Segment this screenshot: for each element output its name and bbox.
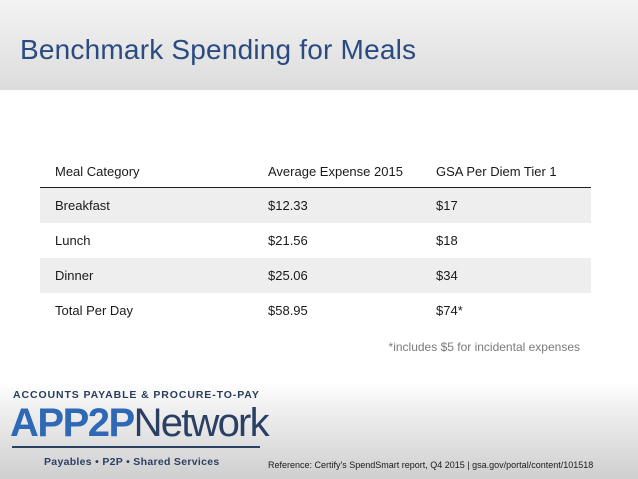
- slide-title: Benchmark Spending for Meals: [20, 34, 417, 65]
- cell-category: Breakfast: [55, 198, 110, 213]
- cell-gsa: $34: [436, 268, 458, 283]
- footer-band: [0, 383, 638, 479]
- cell-gsa: $17: [436, 198, 458, 213]
- cell-average: $12.33: [268, 198, 308, 213]
- header-meal-category: Meal Category: [55, 163, 140, 179]
- title-bar: Benchmark Spending for Meals: [0, 0, 638, 90]
- header-gsa-per-diem: GSA Per Diem Tier 1: [436, 163, 557, 179]
- reference-text: Reference: Certify's SpendSmart report, …: [268, 460, 594, 470]
- table-row: Breakfast $12.33 $17: [40, 188, 591, 223]
- cell-gsa: $18: [436, 233, 458, 248]
- footnote: *includes $5 for incidental expenses: [388, 340, 580, 354]
- logo-brand-part1: APP2P: [10, 401, 135, 445]
- cell-average: $25.06: [268, 268, 308, 283]
- header-average-expense: Average Expense 2015: [268, 163, 403, 179]
- logo-tagline: Payables • P2P • Shared Services: [44, 456, 220, 468]
- table-row: Lunch $21.56 $18: [40, 223, 591, 258]
- cell-average: $21.56: [268, 233, 308, 248]
- cell-category: Dinner: [55, 268, 94, 283]
- cell-average: $58.95: [268, 303, 308, 318]
- cell-gsa: $74*: [436, 303, 463, 318]
- cell-category: Lunch: [55, 233, 91, 248]
- logo-brand-part2: Network: [133, 401, 270, 445]
- table-header-row: Meal Category Average Expense 2015 GSA P…: [40, 155, 591, 188]
- table-row: Dinner $25.06 $34: [40, 258, 591, 293]
- logo-underline: [12, 446, 260, 448]
- logo-wordmark: APP2PNetwork: [10, 400, 270, 446]
- logo-top-line: ACCOUNTS PAYABLE & PROCURE-TO-PAY: [13, 389, 260, 401]
- meal-spending-table: Meal Category Average Expense 2015 GSA P…: [40, 155, 591, 328]
- table-row: Total Per Day $58.95 $74*: [40, 293, 591, 328]
- cell-category: Total Per Day: [55, 303, 134, 318]
